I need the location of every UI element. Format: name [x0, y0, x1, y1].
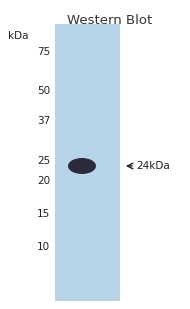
Text: kDa: kDa — [8, 31, 28, 41]
Text: 37: 37 — [37, 116, 50, 126]
Text: 50: 50 — [37, 86, 50, 96]
Bar — [55, 24, 120, 301]
Ellipse shape — [68, 158, 96, 174]
Text: 15: 15 — [37, 209, 50, 219]
Text: 25: 25 — [37, 156, 50, 166]
Text: 75: 75 — [37, 47, 50, 57]
Text: 10: 10 — [37, 242, 50, 252]
Text: 24kDa: 24kDa — [136, 161, 170, 171]
Text: Western Blot: Western Blot — [67, 14, 153, 27]
Text: 20: 20 — [37, 176, 50, 186]
